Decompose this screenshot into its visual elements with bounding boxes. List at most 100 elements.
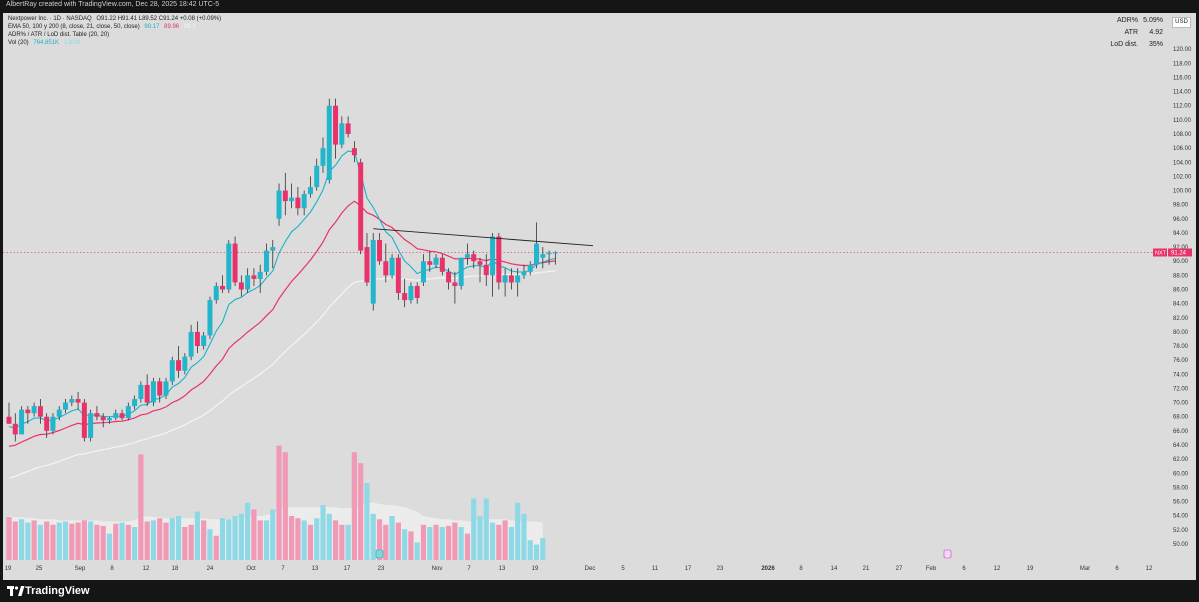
earnings-marker — [375, 549, 384, 559]
volume-bar — [188, 524, 194, 560]
candle-body — [50, 416, 56, 431]
volume-bar — [521, 513, 527, 560]
ema-fast-line — [8, 150, 556, 429]
price-tick-label: 110.00 — [1173, 118, 1192, 124]
candle-body — [458, 257, 464, 286]
volume-bar — [44, 521, 50, 560]
candle-body — [150, 381, 156, 403]
candle-body — [207, 300, 213, 336]
price-tick-label: 60.00 — [1173, 471, 1189, 477]
candle-body — [113, 413, 119, 419]
price-tick-label: 92.00 — [1173, 245, 1189, 251]
price-tick-label: 98.00 — [1173, 203, 1189, 209]
price-tag-symbol-box — [1153, 248, 1167, 257]
time-tick-label: 18 — [172, 566, 179, 572]
volume-bar — [232, 516, 238, 560]
volume-bar — [270, 509, 276, 560]
candle-body — [257, 271, 263, 279]
time-tick-label: 23 — [378, 566, 385, 572]
price-tick-label: 102.00 — [1173, 174, 1192, 180]
time-axis[interactable] — [3, 573, 1196, 580]
legend-line-volume[interactable]: Vol (20) 764.851K 1.81M — [8, 40, 83, 46]
volume-bar — [276, 445, 282, 560]
candle-body — [552, 252, 558, 254]
candle-body — [496, 236, 502, 283]
candle-body — [169, 360, 175, 382]
time-tick-label: 12 — [1146, 566, 1153, 572]
candle-body — [515, 275, 521, 283]
tradingview-logo[interactable]: TradingView — [7, 585, 90, 597]
volume-bar — [207, 529, 213, 560]
volume-bar — [194, 511, 200, 560]
price-axis[interactable] — [1168, 13, 1196, 573]
volume-bar — [364, 483, 370, 560]
candle-body — [314, 165, 320, 188]
price-tick-label: 84.00 — [1173, 302, 1189, 308]
candle-body — [119, 413, 125, 419]
candle-body — [213, 285, 219, 301]
candle-body — [477, 261, 483, 265]
volume-bar — [31, 520, 37, 560]
currency-button[interactable]: USD — [1172, 17, 1191, 28]
volume-bar — [119, 522, 125, 560]
stats-atr-value: 4.92 — [1149, 29, 1163, 36]
volume-bar — [150, 520, 157, 560]
legend-line-symbol[interactable]: Nextpower Inc. · 1D · NASDAQ O91.22 H91.… — [8, 16, 224, 22]
volume-bar — [106, 533, 113, 560]
volume-bar — [125, 524, 131, 560]
volume-bar — [81, 520, 87, 560]
candle-body — [194, 331, 200, 347]
volume-bar — [540, 538, 546, 560]
volume-bar — [439, 527, 445, 560]
time-tick-label: 24 — [207, 566, 214, 572]
price-tick-label: 104.00 — [1173, 160, 1192, 166]
candle-body — [351, 148, 357, 156]
price-tick-label: 66.00 — [1173, 429, 1189, 435]
volume-bar — [75, 522, 81, 560]
candle-body — [31, 406, 37, 414]
time-tick-label: 19 — [532, 566, 539, 572]
volume-bar — [314, 518, 320, 560]
ema-slow-line — [8, 270, 556, 479]
price-tick-label: 76.00 — [1173, 358, 1189, 364]
volume-bar — [257, 520, 263, 560]
candle-body — [138, 384, 144, 400]
candle-body — [132, 399, 138, 407]
candle-body — [408, 285, 414, 301]
price-tick-label: 114.00 — [1173, 90, 1192, 96]
candle-body — [471, 254, 477, 262]
price-tag-value: 91.24 — [1171, 250, 1187, 256]
time-tick-label: Feb — [926, 566, 937, 572]
time-tick-label: 23 — [717, 566, 724, 572]
volume-bar — [452, 522, 458, 560]
legend-line-ema[interactable]: EMA 50, 100 y 200 (8, close, 21, close, … — [8, 24, 198, 30]
volume-bar — [414, 542, 420, 560]
time-tick-label: 6 — [962, 566, 966, 572]
candle-body — [339, 123, 345, 145]
price-tick-label: 94.00 — [1173, 231, 1189, 237]
price-tick-label: 72.00 — [1173, 386, 1189, 392]
candle-body — [546, 252, 552, 255]
volume-bar — [395, 522, 401, 560]
plot-area[interactable] — [3, 13, 1168, 573]
volume-bar — [351, 452, 357, 560]
volume-bar — [263, 520, 270, 560]
candle-body — [295, 197, 301, 209]
price-tick-label: 90.00 — [1173, 259, 1189, 265]
volume-bar — [245, 502, 251, 560]
candle-body — [502, 275, 508, 283]
candle-body — [188, 331, 194, 357]
candle-body — [540, 254, 546, 258]
volume-bar — [332, 520, 339, 560]
stats-adr-label: ADR% — [1116, 17, 1138, 24]
header-bar: AlbertRay created with TradingView.com, … — [0, 0, 1199, 13]
candle-body — [44, 416, 50, 431]
time-tick-label: 14 — [831, 566, 838, 572]
volume-bar — [182, 527, 188, 560]
price-tick-label: 68.00 — [1173, 415, 1189, 421]
volume-bar — [289, 516, 295, 560]
price-tick-label: 120.00 — [1173, 47, 1192, 53]
legend-line-table[interactable]: ADR% / ATR / LoD dist. Table (20, 20) — [8, 32, 112, 38]
candle-body — [420, 261, 426, 283]
